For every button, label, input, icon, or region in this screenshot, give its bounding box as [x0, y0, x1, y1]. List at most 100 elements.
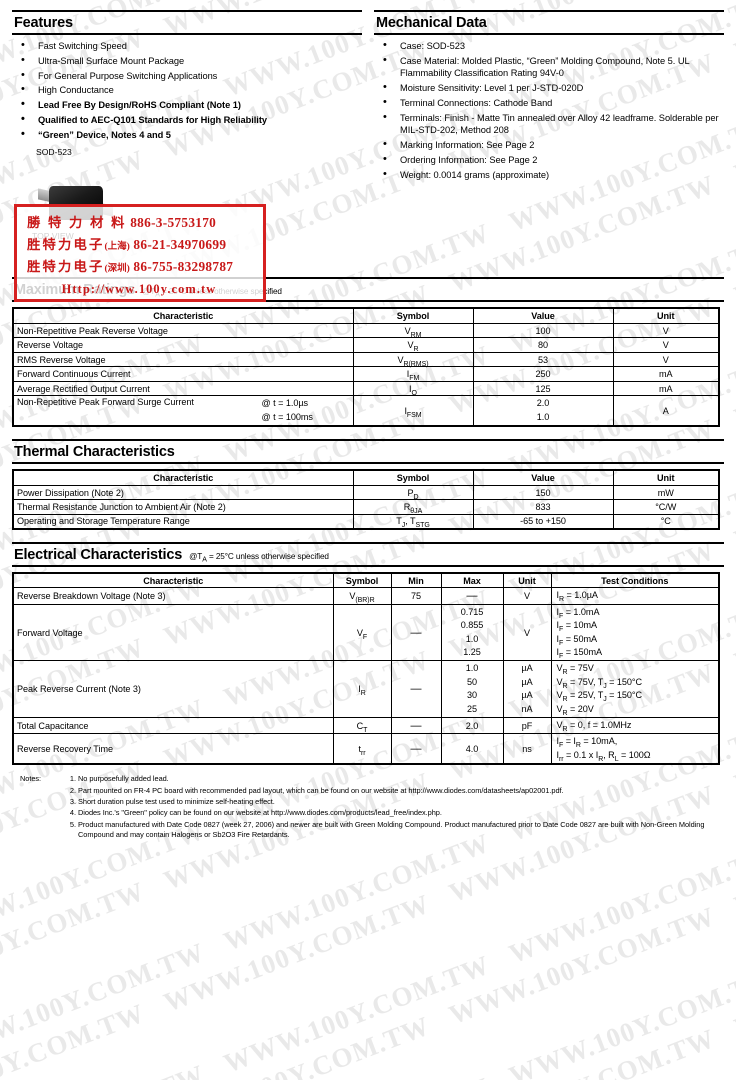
test-condition-line: VR = 0, f = 1.0MHz — [556, 719, 632, 733]
cell-unit: °C/W — [612, 499, 720, 515]
cell-unit: mA — [612, 380, 720, 397]
row-min: — — [410, 719, 422, 732]
mechanical-item: Moisture Sensitivity: Level 1 per J-STD-… — [374, 81, 724, 95]
cell-value: 833 — [472, 499, 614, 515]
cell-test-conditions: VR = 75V VR = 75V, TJ = 150°C VR = 25V, TJ… — [550, 660, 720, 718]
watermark-row: WWW.100Y.COM.TW WWW.100Y.COM.TW WWW.100Y… — [0, 585, 736, 1080]
cell-unit: °C — [612, 513, 720, 530]
feature-item-label: High Conductance — [38, 85, 114, 96]
features-heading: Features — [12, 10, 362, 35]
cell-characteristic: Peak Reverse Current (Note 3) — [12, 660, 334, 718]
mechanical-item: Ordering Information: See Page 2 — [374, 153, 724, 167]
cell-characteristic: Power Dissipation (Note 2) — [12, 484, 354, 501]
cell-symbol: RθJA — [352, 499, 474, 515]
note-item: Short duration pulse test used to minimi… — [78, 797, 724, 807]
column-header: Symbol — [332, 572, 392, 589]
note-item: Product manufactured with Date Code 0827… — [78, 820, 724, 840]
max-ratings-section: Maximum Ratings @TA = 25°C unless otherw… — [12, 277, 724, 428]
cell-symbol: VR — [352, 337, 474, 353]
mechanical-item-label: Ordering Information: See Page 2 — [400, 154, 538, 165]
cell-value: 80 — [472, 337, 614, 353]
row-min: — — [410, 626, 422, 639]
mechanical-item-label: Moisture Sensitivity: Level 1 per J-STD-… — [400, 83, 584, 94]
column-header: Test Conditions — [550, 572, 720, 589]
cell-unit: mW — [612, 484, 720, 501]
cell-symbol: IFSM — [352, 395, 474, 427]
contact-city: (深圳) — [104, 264, 130, 274]
cell-unit: A — [612, 395, 720, 427]
mechanical-item-label: Terminal Connections: Cathode Band — [400, 97, 553, 108]
test-condition-line: IR = 1.0µA — [556, 590, 598, 604]
feature-item: Qualified to AEC-Q101 Standards for High… — [12, 113, 362, 127]
thermal-section: Thermal Characteristics Characteristic Sy… — [12, 439, 724, 530]
mechanical-item: Terminals: Finish - Matte Tin annealed o… — [374, 111, 724, 137]
note-item: No purposefully added lead. — [78, 774, 724, 784]
cell-min: 75 — [390, 587, 442, 605]
cell-max: 1.0 50 30 25 — [440, 660, 504, 718]
column-header: Symbol — [352, 307, 474, 324]
cell-unit: V — [502, 603, 552, 662]
row-characteristic-label: Peak Reverse Current (Note 3) — [17, 684, 141, 695]
test-condition-line: Irr = 0.1 x IR, RL = 100Ω — [556, 749, 651, 763]
row-max: 2.0 — [465, 720, 479, 731]
cell-value: 150 — [472, 484, 614, 501]
cell-characteristic: Reverse Voltage — [12, 337, 354, 353]
row-characteristic-label: Thermal Resistance Junction to Ambient A… — [17, 502, 226, 513]
feature-item-label: For General Purpose Switching Applicatio… — [38, 70, 218, 81]
test-condition-line: IF = IR = 10mA, — [556, 736, 618, 750]
cell-test-conditions: IF = 1.0mA IF = 10mA IF = 50mA IF = 150mA — [550, 603, 720, 662]
contact-website-link[interactable]: Http://www.100y.com.tw — [61, 282, 217, 296]
cell-characteristic: Forward Continuous Current — [12, 366, 354, 382]
cell-characteristic: Reverse Recovery Time — [12, 733, 334, 765]
mechanical-item-label: Weight: 0.0014 grams (approximate) — [400, 169, 550, 180]
cell-max: 4.0 — [440, 733, 504, 765]
test-condition-line: VR = 75V, TJ = 150°C — [556, 676, 643, 690]
cell-symbol: IFM — [352, 366, 474, 382]
cell-max: 2.0 — [440, 716, 504, 735]
column-header: Symbol — [352, 469, 474, 486]
row-unit: V — [523, 590, 530, 601]
feature-item-label: Qualified to AEC-Q101 Standards for High… — [38, 114, 267, 125]
row-characteristic-label: Reverse Recovery Time — [17, 743, 113, 754]
cell-value: 250 — [472, 366, 614, 382]
table-row: Forward Continuous Current IFM 250 mA — [12, 366, 720, 382]
cell-symbol: V(BR)R — [332, 587, 392, 605]
cell-value: 125 — [472, 380, 614, 397]
contact-company: 胜特力电子 — [27, 237, 105, 252]
test-condition-line: VR = 25V, TJ = 150°C — [556, 690, 643, 703]
cell-characteristic: Non-Repetitive Peak Reverse Voltage — [12, 322, 354, 339]
features-list: Fast Switching Speed Ultra-Small Surface … — [12, 39, 362, 141]
cell-max: — — [440, 587, 504, 605]
cell-symbol: trr — [332, 733, 392, 765]
column-header: Unit — [502, 572, 552, 589]
feature-item-label: “Green” Device, Notes 4 and 5 — [38, 129, 171, 140]
table-header-row: Characteristic Symbol Value Unit — [12, 469, 720, 486]
cell-min: — — [390, 716, 442, 735]
package-label: SOD-523 — [36, 147, 72, 158]
table-header-row: Characteristic Symbol Value Unit — [12, 307, 720, 324]
contact-phone: 86-21-34970699 — [129, 237, 227, 252]
contact-phone: 886-3-5753170 — [126, 215, 217, 230]
test-condition-line: IF = 10mA — [556, 620, 598, 633]
max-ratings-table: Characteristic Symbol Value Unit Non-Repeti… — [12, 307, 720, 428]
table-row: Forward Voltage VF — 0.715 0.855 1.0 1.25 V IF =… — [12, 603, 720, 662]
cell-symbol: CT — [332, 716, 392, 735]
table-row: Average Rectified Output Current IO 125 mA — [12, 380, 720, 397]
cell-value: 2.0 1.0 — [472, 395, 614, 427]
row-min: — — [410, 683, 422, 696]
cell-symbol: IO — [352, 380, 474, 396]
cell-characteristic: Non-Repetitive Peak Forward Surge Curren… — [12, 395, 354, 427]
test-condition-line: IF = 1.0mA — [556, 606, 600, 620]
row-max: — — [466, 589, 478, 602]
cell-unit: pF — [502, 716, 552, 735]
cell-characteristic: Total Capacitance — [12, 716, 334, 735]
cell-symbol: TJ, TSTG — [352, 513, 474, 530]
cell-value: 53 — [472, 351, 614, 368]
column-header: Characteristic — [12, 572, 334, 589]
electrical-table: Characteristic Symbol Min Max Unit Test Condi… — [12, 571, 720, 766]
row-value: 250 — [535, 369, 551, 380]
mechanical-item-label: Case: SOD-523 — [400, 41, 465, 51]
row-value: 53 — [537, 354, 548, 365]
note-item: Diodes Inc.'s "Green" policy can be foun… — [78, 808, 724, 818]
row-characteristic-label: Non-Repetitive Peak Reverse Voltage — [17, 325, 168, 336]
